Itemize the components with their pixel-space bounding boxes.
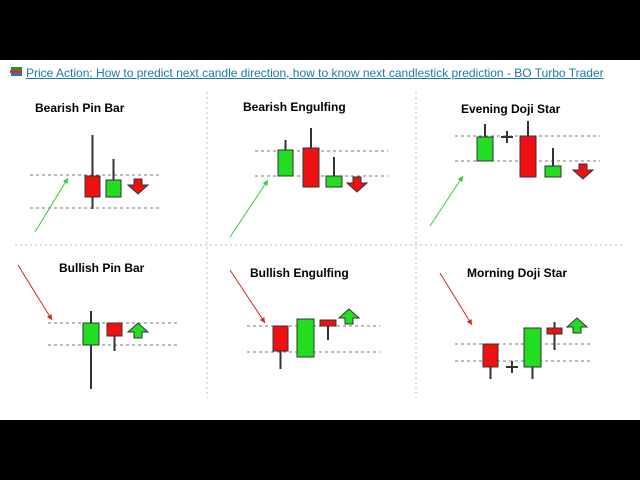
p5-trend-arrow-head bbox=[259, 317, 265, 323]
p3-candle-1-body bbox=[476, 136, 494, 162]
p5-candle-2-body bbox=[296, 318, 315, 358]
p2-signal-arrow-down bbox=[345, 176, 369, 193]
p3-candle-4-body bbox=[544, 165, 562, 178]
p3-signal-arrow-down bbox=[571, 163, 595, 180]
p2-trend-arrow-line bbox=[229, 179, 269, 238]
p5-signal-arrow-up bbox=[337, 308, 361, 325]
p3-trend-arrow-head bbox=[457, 176, 463, 182]
p6-trend-arrow-line bbox=[439, 272, 473, 326]
p4-candle-1-body bbox=[82, 322, 100, 346]
p4-candle-2-body bbox=[106, 322, 123, 337]
p4-trend-arrow-line bbox=[17, 264, 53, 321]
p4-signal-arrow-up bbox=[126, 322, 150, 339]
p2-candle-1-body bbox=[277, 149, 294, 177]
video-frame: Price Action: How to predict next candle… bbox=[0, 60, 640, 420]
candlestick-patterns-diagram bbox=[15, 92, 625, 398]
p6-candle-3-body bbox=[523, 327, 542, 368]
p3-candle-3-body bbox=[519, 135, 537, 178]
p2-candle-2-body bbox=[302, 147, 320, 188]
panel-title-morning-doji-star: Morning Doji Star bbox=[467, 266, 567, 280]
p1-trend-arrow-head bbox=[62, 178, 68, 184]
p6-signal-arrow-up bbox=[565, 317, 589, 334]
p6-candle-1-body bbox=[482, 343, 499, 368]
p1-trend-arrow-line bbox=[34, 177, 69, 233]
panel-title-bullish-pin-bar: Bullish Pin Bar bbox=[59, 261, 145, 275]
p5-candle-1-body bbox=[272, 325, 289, 352]
p6-trend-arrow-head bbox=[466, 319, 472, 325]
p5-trend-arrow-line bbox=[229, 269, 266, 324]
video-title-link[interactable]: Price Action: How to predict next candle… bbox=[10, 65, 632, 81]
p4-trend-arrow-head bbox=[46, 314, 52, 320]
p1-signal-arrow-down bbox=[126, 178, 150, 195]
video-title-text: Price Action: How to predict next candle… bbox=[26, 66, 604, 80]
p1-candle-1-body bbox=[84, 175, 101, 198]
panel-title-evening-doji-star: Evening Doji Star bbox=[461, 102, 561, 116]
panel-title-bearish-engulfing: Bearish Engulfing bbox=[243, 100, 346, 114]
p6-candle-4-body bbox=[546, 327, 563, 335]
p5-candle-3-body bbox=[319, 319, 337, 327]
p3-trend-arrow-line bbox=[429, 175, 464, 227]
p2-trend-arrow-head bbox=[262, 180, 268, 186]
p2-candle-3-body bbox=[325, 175, 343, 188]
panel-title-bearish-pin-bar: Bearish Pin Bar bbox=[35, 101, 125, 115]
panel-title-bullish-engulfing: Bullish Engulfing bbox=[250, 266, 349, 280]
books-icon bbox=[10, 65, 23, 81]
p1-candle-2-body bbox=[105, 179, 122, 198]
